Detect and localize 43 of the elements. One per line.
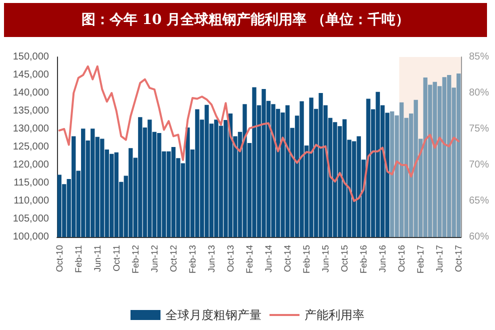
y-tick-label: 125,000 — [12, 142, 50, 152]
y-tick-label: 105,000 — [12, 214, 50, 224]
x-tick-label: Jun-11 — [92, 245, 102, 272]
legend-label: 产能利用率 — [304, 308, 364, 322]
x-tick-label: Oct-16 — [396, 245, 407, 272]
y-tick-label: 145,000 — [12, 70, 50, 80]
x-tick-label: Oct-13 — [225, 245, 236, 272]
chart-title: 图：今年 10 月全球粗钢产能利用率 （单位：千吨） — [4, 3, 487, 37]
y-tick-label: 140,000 — [12, 88, 50, 98]
x-tick-label: Feb-13 — [187, 245, 198, 274]
x-tick-label: Oct-15 — [340, 245, 350, 272]
x-tick-label: Feb-11 — [73, 245, 84, 273]
y-tick-label: 120,000 — [12, 160, 50, 170]
line-series — [58, 65, 460, 202]
y-tick-label: 135,000 — [12, 106, 50, 116]
y-tick-label: 115,000 — [14, 178, 50, 188]
x-tick-label: Feb-12 — [130, 245, 140, 274]
x-tick-label: Jun-13 — [206, 245, 216, 273]
x-tick-label: Jun-17 — [434, 245, 445, 273]
x-tick-label: Feb-17 — [416, 245, 426, 274]
x-tick-label: Feb-16 — [358, 245, 369, 274]
y2-tick-label: 60% — [469, 232, 490, 242]
x-tick-label: Oct-11 — [111, 245, 122, 272]
y-tick-label: 150,000 — [12, 52, 50, 62]
y-tick-label: 100,000 — [12, 232, 50, 242]
x-tick-label: Jun-12 — [149, 245, 160, 273]
y2-tick-label: 85% — [469, 52, 490, 62]
x-tick-label: Oct-10 — [54, 245, 64, 272]
y-tick-label: 110,000 — [14, 196, 50, 206]
x-tick-label: Feb-15 — [302, 245, 312, 274]
x-tick-label: Feb-14 — [244, 245, 254, 274]
x-tick-label: Oct-14 — [282, 245, 293, 272]
y2-tick-label: 70% — [469, 160, 490, 170]
y-tick-label: 130,000 — [12, 124, 50, 134]
y2-tick-label: 65% — [469, 196, 490, 206]
x-tick-label: Oct-17 — [454, 245, 464, 272]
y2-tick-label: 75% — [469, 124, 490, 134]
y2-tick-label: 80% — [469, 88, 490, 98]
x-tick-label: Oct-12 — [168, 245, 178, 272]
legend-label: 全球月度粗钢产量 — [166, 308, 262, 322]
x-tick-label: Jun-15 — [320, 245, 331, 273]
x-tick-label: Jun-14 — [264, 245, 274, 273]
x-tick-label: Jun-16 — [378, 245, 388, 273]
